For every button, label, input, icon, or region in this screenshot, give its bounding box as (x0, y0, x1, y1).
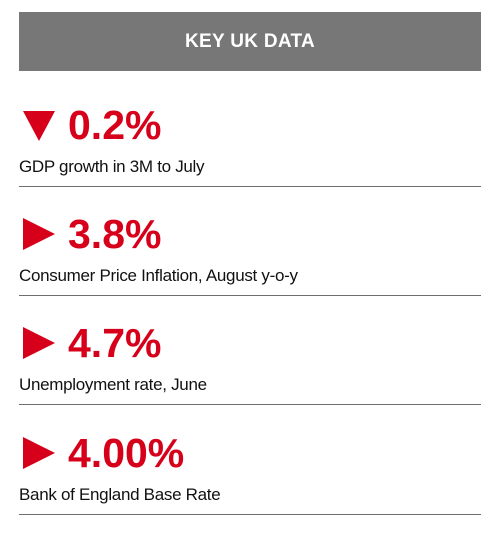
stat-value-row: 3.8% (23, 210, 161, 258)
stat-value: 4.00% (68, 429, 185, 476)
stat-value: 3.8% (68, 210, 162, 257)
triangle-down-icon (23, 111, 55, 141)
stat-value-row: 4.00% (23, 429, 184, 477)
stat-cpi-inflation: 3.8% Consumer Price Inflation, August y-… (19, 210, 481, 320)
triangle-right-icon (23, 218, 55, 250)
triangle-right-icon (23, 437, 55, 469)
stat-label: Unemployment rate, June (19, 375, 207, 394)
stat-label: GDP growth in 3M to July (19, 157, 205, 176)
stat-gdp-growth: 0.2% GDP growth in 3M to July (19, 101, 481, 211)
stat-value: 0.2% (68, 101, 162, 148)
header-banner: KEY UK DATA (19, 12, 481, 71)
stat-value-row: 0.2% (23, 101, 161, 149)
divider (19, 404, 481, 405)
stat-base-rate: 4.00% Bank of England Base Rate (19, 429, 481, 539)
triangle-right-icon (23, 327, 55, 359)
stat-label: Bank of England Base Rate (19, 485, 221, 504)
divider (19, 514, 481, 515)
stat-value: 4.7% (68, 319, 162, 366)
divider (19, 186, 481, 187)
page-title: KEY UK DATA (185, 30, 315, 52)
stat-value-row: 4.7% (23, 319, 161, 367)
stat-unemployment-rate: 4.7% Unemployment rate, June (19, 319, 481, 429)
divider (19, 295, 481, 296)
stat-label: Consumer Price Inflation, August y-o-y (19, 266, 298, 285)
